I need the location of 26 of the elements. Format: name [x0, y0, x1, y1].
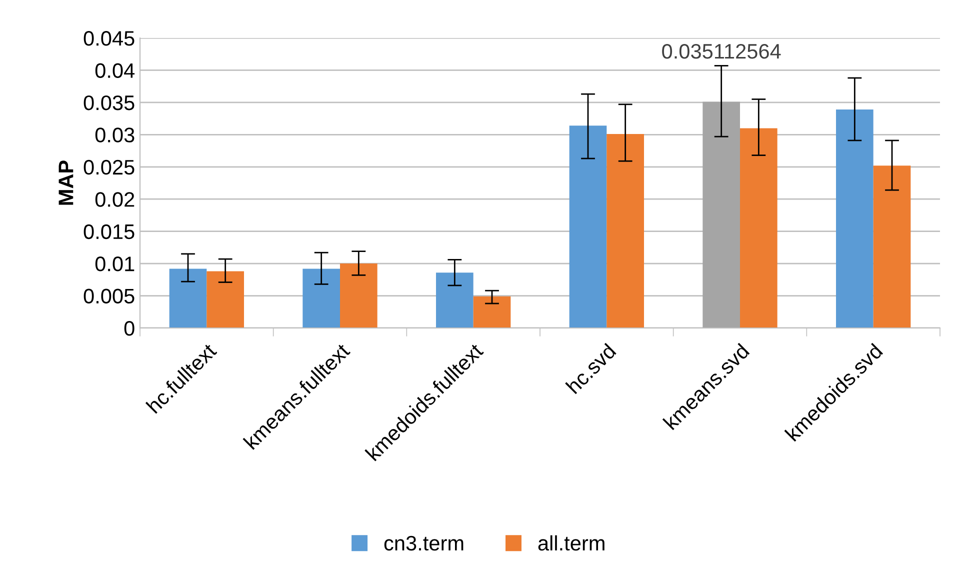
data-label: 0.035112564: [662, 44, 781, 59]
y-tick-label: 0.02: [95, 192, 134, 207]
bar: [873, 166, 911, 328]
bar: [169, 268, 207, 328]
y-tick-label: 0.015: [84, 224, 134, 240]
y-tick-label: 0.03: [95, 128, 134, 142]
bar: [302, 268, 340, 328]
y-tick-label: 0.025: [84, 160, 134, 175]
bar: [606, 134, 644, 328]
y-tick-label: 0: [124, 321, 134, 336]
bar: [569, 126, 607, 328]
bar: [702, 102, 740, 328]
bar: [740, 128, 778, 328]
legend-label: cn3.term: [384, 536, 464, 551]
y-tick-label: 0.01: [95, 256, 134, 272]
bar: [473, 296, 511, 328]
y-axis-title: MAP: [58, 160, 74, 205]
bar: [340, 264, 378, 328]
y-tick-label: 0.035: [84, 95, 134, 110]
bar: [206, 271, 244, 328]
y-tick-label: 0.04: [95, 63, 135, 78]
legend-label: all.term: [538, 535, 604, 551]
y-tick-label: 0.005: [84, 288, 134, 304]
y-tick-label: 0.045: [84, 31, 134, 46]
bar: [836, 110, 874, 328]
bar: [436, 272, 474, 328]
